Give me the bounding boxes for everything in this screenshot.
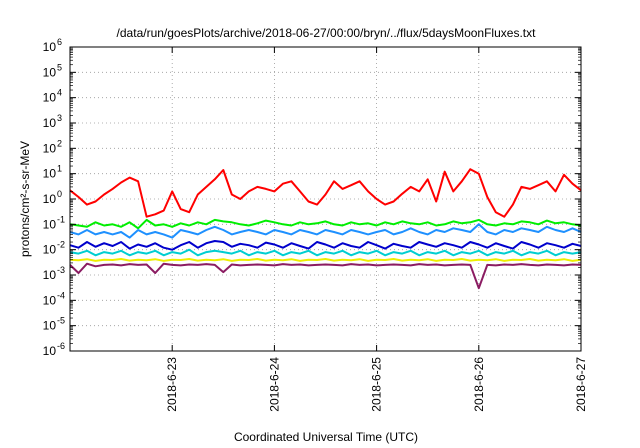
y-tick-exponent: -2: [57, 240, 65, 250]
chart-title: /data/run/goesPlots/archive/2018-06-27/0…: [117, 26, 537, 40]
series-line: [69, 168, 582, 218]
y-tick-exponent: 1: [57, 164, 62, 174]
series-line: [69, 240, 582, 251]
grid: [70, 47, 581, 351]
y-tick-label: 100: [43, 189, 62, 206]
x-tick-labels: 2018-6-23 2018-6-24 2018-6-25 2018-6-26 2018…: [165, 357, 588, 412]
y-tick-label: 10-4: [43, 290, 65, 307]
y-tick-exponent: 4: [57, 88, 62, 98]
y-tick-exponent: -1: [57, 214, 65, 224]
ticks: [70, 46, 582, 352]
y-tick-label: 10-3: [43, 265, 65, 282]
x-tick-label: 2018-6-24: [267, 357, 281, 412]
y-tick-exponent: -6: [57, 341, 65, 351]
series-line: [69, 258, 582, 262]
series-line: [69, 218, 582, 230]
y-tick-label: 10-1: [43, 214, 65, 231]
series-layer: [69, 168, 582, 290]
y-tick-label: 105: [43, 62, 62, 79]
y-axis-label: protons/cm²-s-sr-MeV: [18, 141, 32, 257]
y-tick-label: 10-5: [43, 316, 65, 333]
y-tick-label: 10-6: [43, 341, 65, 358]
series-line: [69, 248, 582, 257]
y-tick-label: 101: [43, 164, 62, 181]
x-tick-label: 2018-6-23: [165, 357, 179, 412]
y-tick-label: 10-2: [43, 240, 65, 257]
y-tick-label: 102: [43, 138, 62, 155]
y-tick-label: 103: [43, 113, 62, 130]
x-axis-label: Coordinated Universal Time (UTC): [234, 430, 418, 444]
y-tick-exponent: 0: [57, 189, 62, 199]
series-line: [69, 223, 582, 239]
y-tick-exponent: 6: [57, 37, 62, 47]
y-tick-exponent: -3: [57, 265, 65, 275]
y-tick-exponent: 5: [57, 62, 62, 72]
y-tick-exponent: -5: [57, 316, 65, 326]
y-tick-exponent: -4: [57, 290, 65, 300]
y-tick-label: 106: [43, 37, 62, 54]
series-line: [69, 262, 582, 290]
x-tick-label: 2018-6-27: [574, 357, 588, 412]
x-tick-label: 2018-6-26: [472, 357, 486, 412]
y-tick-labels: 10-610-510-410-310-210-11001011021031041…: [43, 37, 65, 358]
y-tick-exponent: 3: [57, 113, 62, 123]
x-tick-label: 2018-6-25: [370, 357, 384, 412]
y-tick-exponent: 2: [57, 138, 62, 148]
y-tick-label: 104: [43, 88, 62, 105]
